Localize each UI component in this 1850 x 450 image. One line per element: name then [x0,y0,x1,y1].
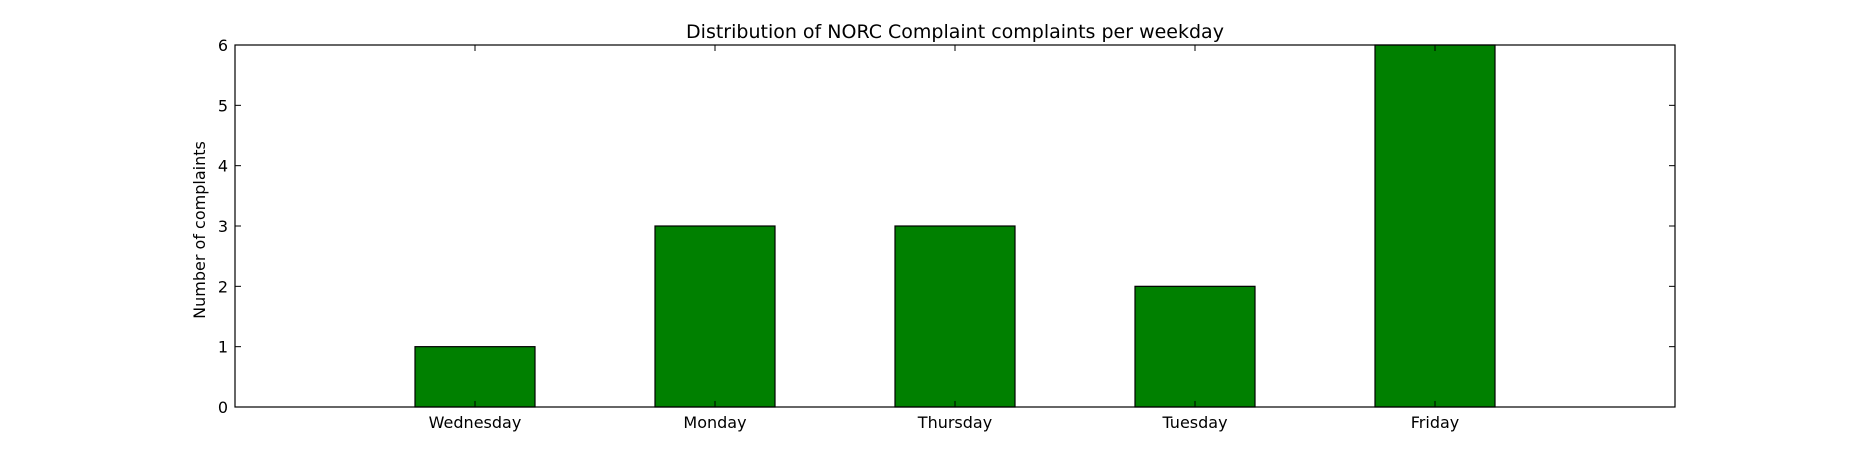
y-tick-label: 2 [218,277,228,296]
y-tick-label: 6 [218,36,228,55]
chart-title: Distribution of NORC Complaint complaint… [686,21,1224,43]
x-tick-label: Monday [683,413,746,432]
y-axis-label: Number of complaints [190,141,209,319]
y-tick-label: 4 [218,157,228,176]
bar-friday [1374,44,1496,408]
bar-monday [654,225,776,408]
x-tick-label: Wednesday [429,413,522,432]
bar-thursday [894,225,1016,408]
x-tick-label: Thursday [917,413,992,432]
x-tick-label: Tuesday [1161,413,1227,432]
x-tick-label: Friday [1411,413,1460,432]
y-tick-label: 0 [218,398,228,417]
plot-frame [234,44,1676,408]
bars-group [414,44,1496,408]
y-tick-labels: 0 1 2 3 4 5 6 [218,36,228,417]
bar-wednesday [414,346,536,408]
x-tick-labels: Wednesday Monday Thursday Tuesday Friday [429,413,1460,432]
bar-tuesday [1134,285,1256,408]
y-tick-label: 1 [218,338,228,357]
y-tick-label: 3 [218,217,228,236]
y-tick-label: 5 [218,96,228,115]
